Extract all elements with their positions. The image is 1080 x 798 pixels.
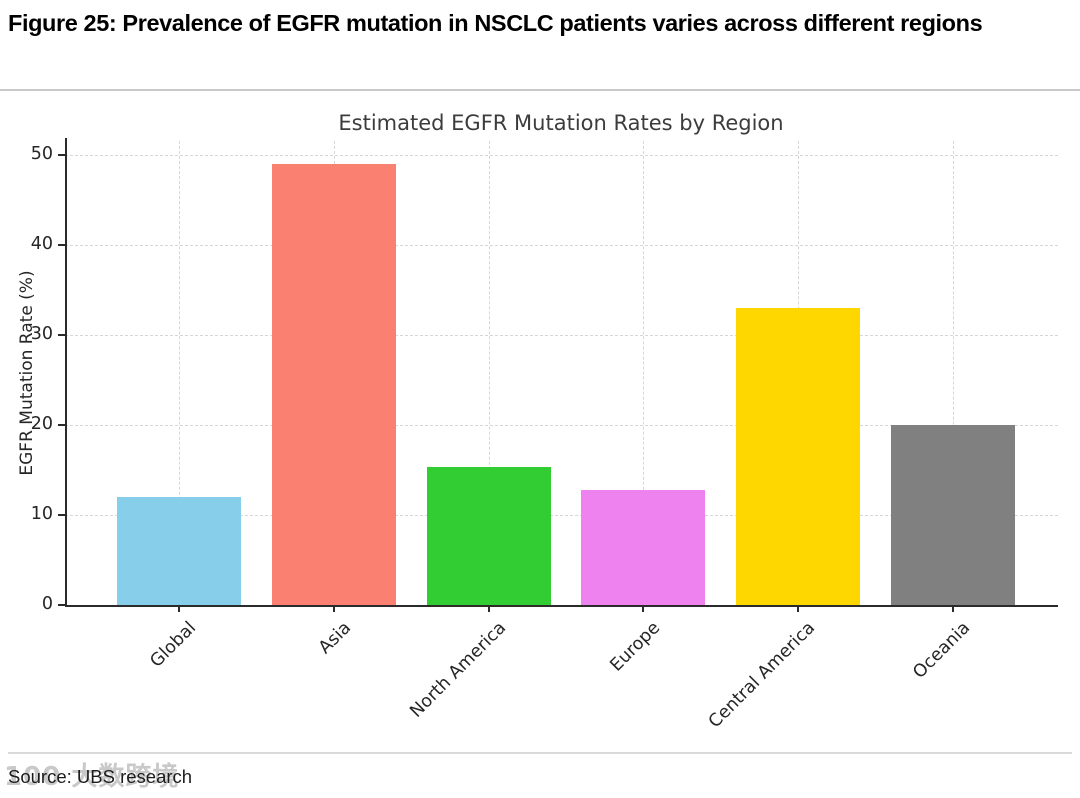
y-tick-mark-0 [58,604,65,606]
x-tick-label-central-america: Central America [705,618,820,733]
y-tick-label-10: 10 [30,504,53,524]
h-gridline-10 [65,515,1058,516]
v-gridline-global [179,141,180,605]
x-tick-label-north-america: North America [406,618,510,722]
x-tick-mark-oceania [952,605,954,612]
v-gridline-north-america [488,141,490,605]
bar-oceania [891,425,1015,605]
chart-title: Estimated EGFR Mutation Rates by Region [338,111,784,135]
x-tick-label-europe: Europe [606,618,665,676]
h-gridline-50 [65,155,1058,156]
y-tick-mark-30 [58,334,65,336]
x-tick-label-oceania: Oceania [909,618,975,683]
h-gridline-20 [65,425,1058,426]
y-tick-label-50: 50 [30,144,53,164]
source-text: Source: UBS research [8,766,193,787]
figure-heading: Figure 25: Prevalence of EGFR mutation i… [8,10,983,36]
x-tick-label-asia: Asia [314,618,355,659]
bar-central-america [736,308,861,605]
y-tick-label-0: 0 [41,594,53,614]
bar-asia [271,164,396,605]
y-axis-label: EGFR Mutation Rate (%) [17,270,37,476]
x-axis-spine [65,605,1058,607]
y-tick-label-20: 20 [30,414,53,434]
x-tick-mark-europe [642,605,645,612]
x-tick-mark-global [178,605,180,612]
x-tick-label-global: Global [146,618,201,672]
x-tick-mark-central-america [797,605,800,612]
v-gridline-oceania [953,141,954,605]
heading-divider [0,89,1080,91]
v-gridline-europe [643,141,645,605]
bar-north-america [426,467,551,605]
source-divider [8,752,1072,754]
x-tick-mark-asia [332,605,335,612]
y-tick-mark-40 [58,244,65,246]
y-tick-mark-10 [58,514,65,516]
bar-global [117,497,241,605]
y-tick-label-40: 40 [30,234,53,254]
y-axis-spine [65,138,67,607]
y-tick-mark-20 [58,424,65,426]
y-tick-label-30: 30 [30,324,53,344]
bar-europe [581,489,706,605]
h-gridline-30 [65,335,1058,336]
h-gridline-40 [65,245,1058,246]
y-tick-mark-50 [58,154,65,156]
x-tick-mark-north-america [487,605,490,612]
